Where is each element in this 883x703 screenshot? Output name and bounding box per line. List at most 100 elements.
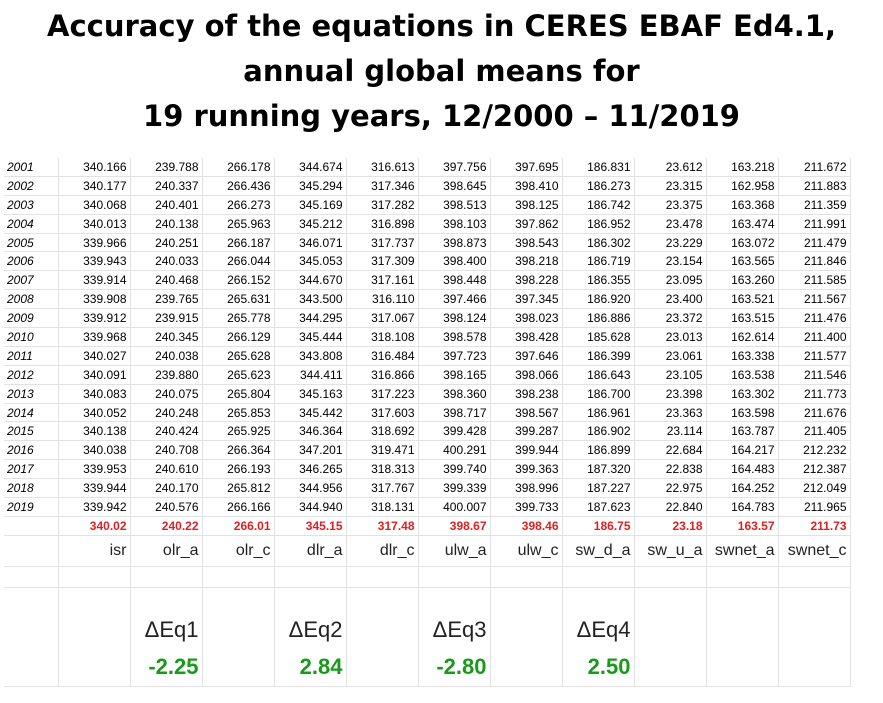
value-cell[interactable]: 240.401 [130,195,203,215]
value-cell[interactable]: 163.521 [706,289,779,310]
value-cell[interactable]: 346.364 [274,421,347,442]
value-cell[interactable]: 397.646 [490,346,563,366]
value-cell[interactable]: 163.474 [706,214,779,234]
value-cell[interactable]: 211.476 [778,308,851,329]
value-cell[interactable]: 23.400 [634,289,707,310]
value-cell[interactable]: 186.700 [562,384,635,404]
year-cell[interactable]: 2003 [4,195,59,215]
average-cell[interactable]: 23.18 [634,516,707,536]
delta-value[interactable]: -2.25 [130,647,203,687]
empty-cell[interactable] [4,587,59,612]
value-cell[interactable]: 23.315 [634,176,707,196]
year-cell[interactable]: 2014 [4,403,59,423]
empty-cell[interactable] [634,566,707,588]
value-cell[interactable]: 398.023 [490,308,563,329]
value-cell[interactable]: 319.471 [346,440,419,461]
value-cell[interactable]: 398.066 [490,365,563,385]
value-cell[interactable]: 211.773 [778,384,851,404]
empty-cell[interactable] [274,587,347,612]
value-cell[interactable]: 163.538 [706,365,779,385]
value-cell[interactable]: 339.912 [58,308,131,329]
column-label[interactable]: isr [58,535,131,567]
value-cell[interactable]: 346.265 [274,459,347,480]
value-cell[interactable]: 163.515 [706,308,779,329]
average-cell[interactable]: 398.67 [418,516,491,536]
value-cell[interactable]: 398.400 [418,251,491,272]
value-cell[interactable]: 398.165 [418,365,491,385]
value-cell[interactable]: 211.359 [778,195,851,215]
year-cell[interactable]: 2018 [4,478,59,499]
value-cell[interactable]: 343.808 [274,346,347,366]
year-cell[interactable]: 2004 [4,214,59,234]
value-cell[interactable]: 317.161 [346,270,419,291]
value-cell[interactable]: 163.072 [706,233,779,253]
value-cell[interactable]: 398.996 [490,478,563,499]
value-cell[interactable]: 240.170 [130,478,203,499]
year-cell[interactable]: 2011 [4,346,59,366]
average-cell[interactable]: 317.48 [346,516,419,536]
value-cell[interactable]: 318.131 [346,497,419,517]
year-cell[interactable]: 2016 [4,440,59,461]
value-cell[interactable]: 22.684 [634,440,707,461]
value-cell[interactable]: 347.201 [274,440,347,461]
value-cell[interactable]: 186.273 [562,176,635,196]
value-cell[interactable]: 345.212 [274,214,347,234]
value-cell[interactable]: 22.975 [634,478,707,499]
value-cell[interactable]: 186.886 [562,308,635,329]
value-cell[interactable]: 399.363 [490,459,563,480]
value-cell[interactable]: 265.963 [202,214,275,234]
year-cell[interactable]: 2009 [4,308,59,329]
average-cell[interactable]: 266.01 [202,516,275,536]
value-cell[interactable]: 23.612 [634,158,707,177]
value-cell[interactable]: 345.444 [274,327,347,347]
empty-cell[interactable] [634,647,707,687]
year-cell[interactable]: 2019 [4,497,59,517]
empty-cell[interactable] [202,647,275,687]
value-cell[interactable]: 399.287 [490,421,563,442]
value-cell[interactable]: 239.788 [130,158,203,177]
empty-cell[interactable] [346,647,419,687]
empty-cell[interactable] [778,647,851,687]
empty-cell[interactable] [346,611,419,648]
delta-value[interactable]: 2.84 [274,647,347,687]
value-cell[interactable]: 398.124 [418,308,491,329]
column-label[interactable]: dlr_a [274,535,347,567]
average-cell[interactable]: 186.75 [562,516,635,536]
value-cell[interactable]: 398.543 [490,233,563,253]
value-cell[interactable]: 211.479 [778,233,851,253]
year-cell[interactable]: 2002 [4,176,59,196]
empty-cell[interactable] [418,566,491,588]
empty-cell[interactable] [274,566,347,588]
value-cell[interactable]: 346.071 [274,233,347,253]
value-cell[interactable]: 240.708 [130,440,203,461]
value-cell[interactable]: 339.966 [58,233,131,253]
value-cell[interactable]: 340.083 [58,384,131,404]
column-label[interactable]: olr_a [130,535,203,567]
value-cell[interactable]: 23.095 [634,270,707,291]
value-cell[interactable]: 397.695 [490,158,563,177]
empty-cell[interactable] [706,611,779,648]
year-cell[interactable]: 2008 [4,289,59,310]
empty-cell[interactable] [562,566,635,588]
value-cell[interactable]: 266.178 [202,158,275,177]
value-cell[interactable]: 344.670 [274,270,347,291]
empty-cell[interactable] [4,611,59,648]
value-cell[interactable]: 339.914 [58,270,131,291]
empty-cell[interactable] [346,587,419,612]
value-cell[interactable]: 266.044 [202,251,275,272]
value-cell[interactable]: 340.068 [58,195,131,215]
value-cell[interactable]: 398.125 [490,195,563,215]
value-cell[interactable]: 23.061 [634,346,707,366]
empty-cell[interactable] [706,587,779,612]
value-cell[interactable]: 398.448 [418,270,491,291]
column-label[interactable]: olr_c [202,535,275,567]
value-cell[interactable]: 211.846 [778,251,851,272]
value-cell[interactable]: 400.291 [418,440,491,461]
value-cell[interactable]: 265.853 [202,403,275,423]
value-cell[interactable]: 186.920 [562,289,635,310]
value-cell[interactable]: 23.154 [634,251,707,272]
value-cell[interactable]: 398.103 [418,214,491,234]
column-label[interactable]: swnet_a [706,535,779,567]
value-cell[interactable]: 398.238 [490,384,563,404]
value-cell[interactable]: 163.218 [706,158,779,177]
